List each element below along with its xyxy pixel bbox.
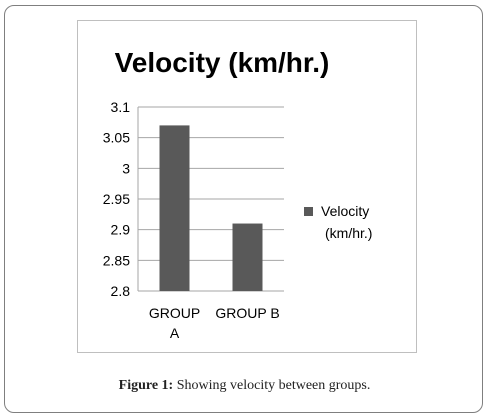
chart-area xyxy=(77,20,417,353)
chart-title: Velocity (km/hr.) xyxy=(115,47,330,78)
figure-caption: Figure 1: Showing velocity between group… xyxy=(0,378,489,394)
y-tick-label: 2.8 xyxy=(111,283,131,299)
y-axis-ticks: 2.8 2.85 2.9 2.95 3 3.05 3.1 xyxy=(103,99,130,299)
y-tick-label: 2.9 xyxy=(111,222,131,238)
x-tick-label: GROUP B xyxy=(215,305,279,321)
bar-group-b xyxy=(232,223,263,291)
y-tick-label: 2.95 xyxy=(103,191,130,207)
x-tick-label: GROUP A xyxy=(149,305,200,341)
y-tick-label: 2.85 xyxy=(103,252,130,268)
y-tick-label: 3 xyxy=(122,160,130,176)
legend-label: Velocity (km/hr.) xyxy=(321,203,372,241)
bar-group-a xyxy=(159,125,190,292)
y-tick-label: 3.1 xyxy=(111,99,131,115)
velocity-bar-chart: Velocity (km/hr.) 2.8 2.85 2.9 2.95 3 3.05 3.1… xyxy=(103,47,373,341)
legend: Velocity (km/hr.) xyxy=(304,203,372,241)
legend-swatch xyxy=(304,207,313,216)
caption-label: Figure 1: xyxy=(118,378,174,393)
bars xyxy=(159,125,263,292)
x-axis-labels: GROUP A GROUP B xyxy=(149,305,280,341)
y-tick-label: 3.05 xyxy=(103,130,130,146)
caption-text: Showing velocity between groups. xyxy=(173,378,371,393)
